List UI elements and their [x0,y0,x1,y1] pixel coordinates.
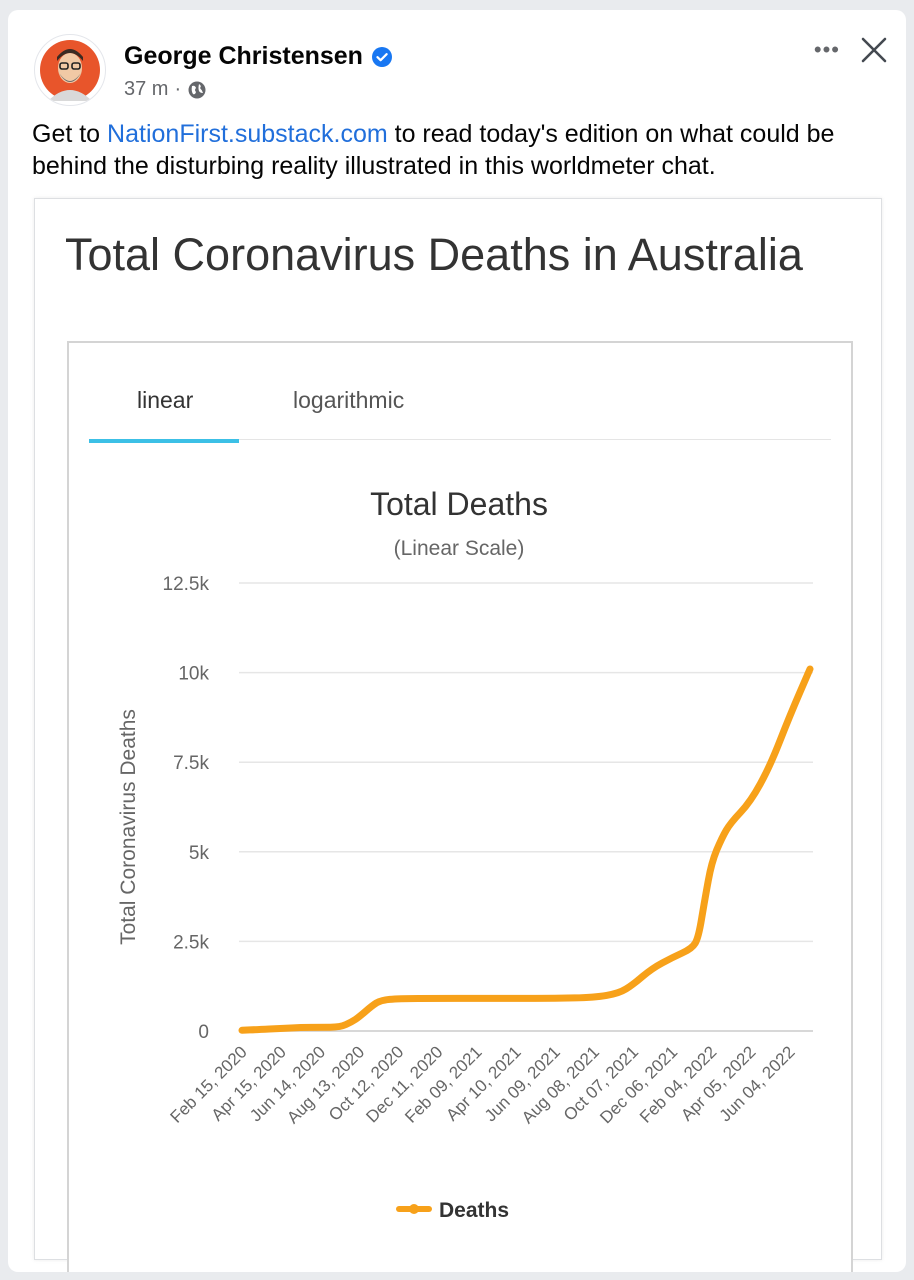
y-tick-label: 2.5k [173,932,209,953]
y-tick-label: 0 [198,1022,209,1043]
post-card: George Christensen 37 m · ••• Get to Nat… [8,10,906,1272]
legend-label-deaths: Deaths [439,1199,509,1222]
tab-logarithmic[interactable]: logarithmic [293,387,405,413]
total-deaths-chart: Total Deaths (Linear Scale) 0 2.5k 5k 7.5k 10k… [117,486,814,1222]
meta-separator: · [174,78,182,100]
post-text-before: Get to [32,120,108,148]
deaths-series-line [238,665,814,1034]
chart-subtitle: (Linear Scale) [394,537,525,560]
profile-picture-icon [40,40,100,101]
tab-divider [89,439,831,440]
tab-linear[interactable]: linear [137,387,194,413]
post-timestamp[interactable]: 37 m [124,78,169,100]
post-text: Get to NationFirst.substack.com to read … [32,118,892,182]
close-icon[interactable] [858,34,890,66]
more-options-button[interactable]: ••• [813,37,840,62]
y-tick-label: 5k [189,843,210,864]
verified-badge-icon [371,46,392,67]
chart-container: linear logarithmic Total Deaths (Linear S… [67,341,853,1272]
active-tab-indicator [89,439,239,443]
y-tick-label: 10k [178,664,209,685]
author-name[interactable]: George Christensen [124,42,363,70]
y-tick-label: 12.5k [163,574,210,595]
y-axis-label: Total Coronavirus Deaths [117,709,140,945]
avatar[interactable] [34,34,106,106]
y-tick-label: 7.5k [173,753,209,774]
substack-link[interactable]: NationFirst.substack.com [107,120,388,148]
chart-title: Total Deaths [370,486,548,522]
post-image[interactable]: Total Coronavirus Deaths in Australia li… [34,198,882,1272]
legend-marker [409,1204,419,1214]
post-text-after: to read today's edition on what could be… [32,120,835,180]
globe-icon [188,81,206,98]
chart-page-title: Total Coronavirus Deaths in Australia [65,229,803,280]
